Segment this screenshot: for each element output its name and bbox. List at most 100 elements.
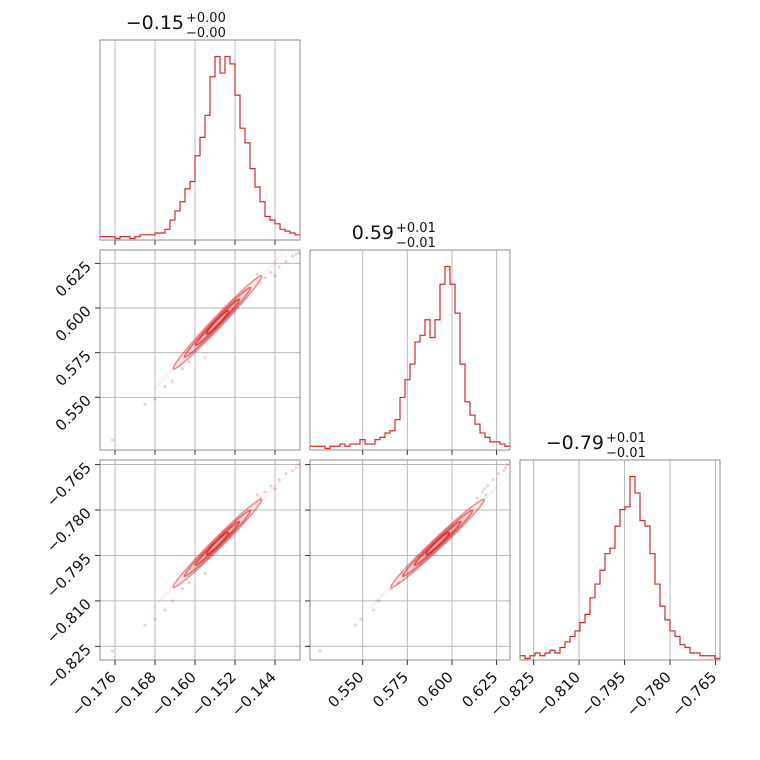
contour-level	[183, 509, 252, 578]
sample-point	[263, 276, 267, 280]
histogram-line	[310, 265, 510, 450]
sample-point	[284, 260, 288, 264]
contour-level	[205, 531, 230, 556]
sample-point	[263, 490, 267, 494]
contour-level	[401, 509, 474, 578]
hist-panel-0: −0.15 +0.00−0.00	[99, 11, 301, 245]
sample-point	[203, 572, 207, 576]
x-tick-label: −0.144	[228, 668, 280, 720]
sample-point	[110, 649, 115, 653]
panel-frame	[99, 249, 301, 451]
title-upper: +0.00	[186, 11, 226, 26]
sample-point	[273, 274, 277, 278]
sample-point	[294, 465, 298, 470]
sample-point	[318, 649, 322, 653]
sample-point	[273, 487, 277, 491]
sample-point	[294, 252, 298, 257]
sample-point	[502, 469, 506, 473]
sample-point	[359, 617, 363, 621]
sample-point	[163, 608, 167, 612]
panel-frame	[99, 39, 301, 241]
sample-point	[269, 484, 273, 488]
sample-point	[255, 493, 260, 497]
sample-point	[290, 254, 295, 258]
sample-point	[269, 270, 273, 274]
x-tick-label: 0.600	[414, 668, 457, 711]
sample-point	[505, 462, 509, 467]
hist-title: 0.59 +0.01−0.01	[352, 221, 436, 251]
title-value: 0.59	[352, 222, 394, 244]
sample-point	[290, 469, 295, 473]
x-tick-label: −0.810	[532, 668, 584, 720]
hist-title: −0.15 +0.00−0.00	[126, 11, 226, 41]
sample-point	[255, 272, 260, 276]
sample-point	[143, 623, 147, 627]
sample-point	[153, 617, 157, 621]
title-lower: −0.01	[606, 446, 646, 461]
sample-point	[277, 478, 281, 482]
sample-point	[110, 438, 115, 442]
sample-point	[187, 581, 191, 585]
sample-point	[482, 487, 486, 491]
hist-title: −0.79 +0.01−0.01	[546, 431, 646, 461]
sample-point	[143, 402, 147, 407]
y-tick-label: 0.575	[52, 347, 95, 390]
panel-frame	[519, 459, 721, 661]
hist-panel-1: 0.59 +0.01−0.01	[309, 221, 511, 455]
title-lower: −0.01	[396, 236, 436, 251]
y-tick-label: 0.550	[52, 391, 95, 434]
panel-contents	[110, 462, 300, 653]
contour-level	[183, 286, 252, 359]
y-tick-label: −0.825	[43, 640, 95, 692]
sample-point	[371, 608, 375, 612]
sample-point	[486, 484, 490, 488]
sample-point	[153, 397, 157, 401]
sample-point	[277, 265, 281, 269]
histogram-line	[520, 475, 720, 660]
y-tick-label: −0.795	[43, 550, 95, 602]
panel-contents	[318, 462, 509, 653]
sample-point	[170, 379, 175, 383]
sample-point	[187, 360, 191, 364]
sample-point	[284, 472, 288, 476]
sample-point	[491, 478, 495, 482]
sample-point	[496, 472, 500, 476]
panel-contents	[110, 251, 300, 442]
title-upper: +0.01	[606, 431, 646, 446]
panel-frame	[309, 249, 511, 451]
title-value: −0.15	[126, 12, 184, 34]
sample-point	[170, 599, 175, 603]
title-upper: +0.01	[396, 221, 436, 236]
panel-frame	[99, 459, 301, 661]
sample-point	[503, 465, 508, 470]
sample-point	[180, 367, 185, 371]
sample-point	[163, 385, 167, 389]
contour-level	[205, 309, 230, 335]
y-tick-label: −0.780	[43, 504, 95, 556]
sample-point	[297, 251, 300, 255]
y-tick-label: 0.600	[52, 302, 95, 345]
y-tick-label: −0.765	[43, 459, 95, 511]
x-tick-label: −0.765	[668, 668, 720, 720]
panel-frame	[309, 459, 511, 661]
sample-point	[484, 493, 488, 497]
scatter-panel-2-1: 0.550 0.575 0.600 0.625	[305, 459, 511, 711]
x-tick-label: −0.795	[577, 668, 629, 720]
sample-point	[480, 490, 484, 494]
contour-level	[425, 531, 451, 556]
x-tick-label: 0.575	[369, 668, 412, 711]
sample-point	[353, 623, 358, 627]
sample-point	[180, 587, 185, 591]
sample-point	[475, 496, 479, 500]
x-tick-label: −0.780	[623, 668, 675, 720]
y-tick-label: −0.810	[43, 595, 95, 647]
sample-point	[297, 462, 300, 467]
hist-panel-2: −0.79 +0.01−0.01−0.825−0.810−0.795−0.780−…	[486, 431, 721, 720]
title-value: −0.79	[546, 432, 604, 454]
histogram-line	[100, 55, 300, 240]
y-tick-label: 0.625	[52, 257, 95, 300]
title-lower: −0.00	[186, 26, 226, 41]
scatter-panel-2-0: −0.176−0.168−0.160−0.152−0.144−0.825−0.8…	[43, 459, 301, 720]
